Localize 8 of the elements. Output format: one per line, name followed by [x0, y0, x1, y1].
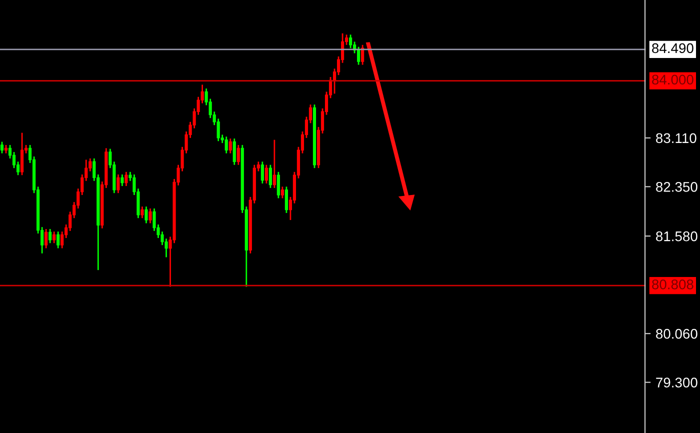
ref-line-label: 84.490	[652, 43, 694, 54]
ref-line-label: 80.808	[652, 279, 694, 290]
y-tick-label: 83.110	[656, 133, 696, 144]
y-tick-label: 80.060	[656, 328, 698, 339]
y-tick-label: 82.350	[656, 182, 698, 192]
y-tick-label: 81.580	[656, 231, 698, 242]
y-tick-label: 79.300	[656, 378, 698, 388]
ref-line-label: 84.000	[652, 74, 694, 85]
